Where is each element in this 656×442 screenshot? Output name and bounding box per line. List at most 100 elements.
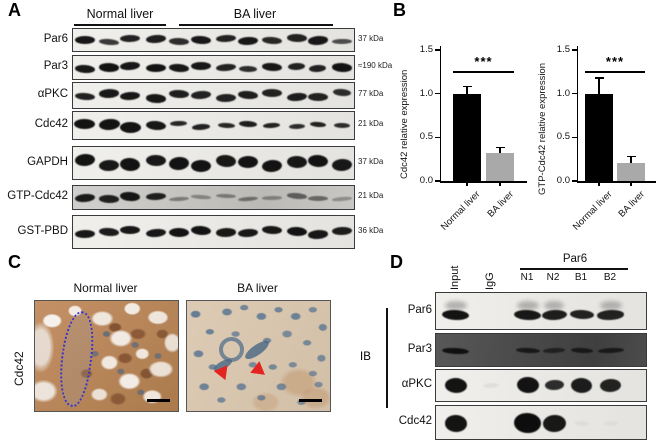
protein-band [261, 61, 282, 72]
protein-band [261, 36, 282, 46]
panel-c-label: C [8, 252, 21, 272]
protein-band [74, 35, 95, 45]
x-axis [576, 181, 656, 183]
bar-chart-cdc42: Cdc42 relative expression 0.0 0.5 1.0 1.5 No… [396, 40, 542, 242]
protein-band [190, 89, 211, 99]
ib-row-label-par6: Par6 [407, 304, 432, 316]
protein-band [541, 308, 567, 321]
protein-band [604, 421, 618, 426]
y-tick [434, 136, 441, 139]
y-tick-label: 0.0 [419, 175, 433, 186]
protein-band [597, 309, 625, 321]
kda-label-par3: ≈190 kDa [358, 61, 393, 70]
protein-band [238, 195, 259, 202]
protein-band [145, 119, 166, 131]
histo-title-normal-liver: Normal liver [73, 281, 138, 295]
histo-title-ba-liver: BA liver [237, 281, 278, 295]
blot-label-gst-pbd: GST-PBD [17, 225, 68, 237]
protein-band [542, 413, 566, 433]
error-bar-cap [462, 86, 472, 88]
error-bar [598, 77, 600, 94]
protein-band [190, 159, 211, 172]
protein-band [98, 118, 120, 132]
kda-label-gapdh: 37 kDa [358, 157, 384, 166]
protein-band [120, 35, 141, 43]
protein-band [332, 158, 353, 173]
coip-blot-par6 [435, 292, 647, 330]
protein-band [74, 64, 95, 74]
protein-band [170, 121, 188, 128]
protein-band [600, 378, 622, 393]
bar-normal-liver [585, 93, 613, 181]
panel-d-label: D [390, 252, 403, 272]
ib-row-label-cdc42: Cdc42 [398, 415, 432, 427]
protein-band [145, 64, 166, 73]
protein-band [217, 122, 235, 130]
protein-band [514, 308, 542, 321]
bar-normal-liver [453, 93, 481, 181]
y-axis [439, 46, 441, 183]
y-axis-label-gtp-cdc42: GTP-Cdc42 relative expression [537, 63, 548, 195]
protein-band [444, 414, 468, 432]
y-tick [571, 180, 578, 182]
group-header-normal-liver: Normal liver [86, 7, 154, 21]
protein-band [145, 192, 166, 202]
scale-bar [299, 399, 322, 402]
x-tick [466, 182, 468, 186]
y-axis-label-cdc42: Cdc42 relative expression [399, 69, 410, 179]
coip-blot-apkc [435, 369, 647, 402]
protein-band [145, 92, 166, 103]
protein-band [98, 159, 120, 172]
western-blot-gtp-cdc42 [72, 185, 355, 210]
protein-band [513, 412, 542, 434]
red-arrowhead [250, 360, 267, 375]
kda-label-gst-pbd: 36 kDa [358, 226, 384, 235]
protein-band [98, 62, 120, 73]
protein-band [237, 36, 259, 46]
protein-band [288, 123, 305, 130]
protein-band [286, 226, 307, 237]
protein-band [98, 226, 120, 237]
ihc-image-ba-liver [186, 300, 331, 412]
protein-band [119, 121, 141, 133]
protein-band [238, 155, 259, 169]
y-tick-label: 1.0 [556, 87, 570, 99]
protein-band [574, 420, 590, 426]
blot-label-apkc: αPKC [37, 88, 68, 100]
y-tick [571, 136, 578, 139]
protein-band [442, 308, 470, 321]
bar-ba-liver [486, 153, 514, 181]
protein-band [74, 153, 96, 167]
protein-band [98, 37, 120, 46]
duct-rosette [219, 337, 244, 362]
protein-band [332, 38, 353, 45]
ib-bracket-line [386, 308, 388, 408]
western-blot-cdc42 [72, 111, 355, 140]
protein-band [309, 64, 327, 74]
ib-label: IB [360, 351, 371, 363]
protein-band [332, 62, 353, 73]
protein-band [286, 34, 307, 43]
protein-band [216, 34, 237, 43]
protein-band [120, 226, 141, 235]
protein-band [332, 226, 353, 236]
protein-band [542, 347, 566, 354]
blot-label-cdc42: Cdc42 [34, 118, 68, 130]
group-header-par6-ip: Par6 [562, 253, 588, 265]
y-tick-label: 1.5 [419, 44, 433, 55]
protein-band [286, 155, 307, 169]
protein-band [74, 192, 96, 203]
protein-band [442, 346, 470, 355]
protein-band [307, 92, 328, 101]
protein-band [544, 379, 564, 392]
protein-band [307, 195, 328, 201]
error-bar-cap [594, 77, 604, 79]
protein-band [515, 347, 541, 354]
duct-streak [242, 337, 272, 363]
protein-band [74, 229, 95, 239]
protein-band [262, 122, 281, 130]
y-tick-label: 1.0 [419, 87, 433, 99]
significance-line [585, 71, 645, 73]
protein-band [239, 65, 258, 73]
